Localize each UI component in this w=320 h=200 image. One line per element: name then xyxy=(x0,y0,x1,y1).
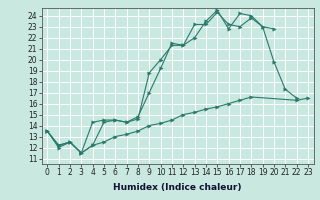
X-axis label: Humidex (Indice chaleur): Humidex (Indice chaleur) xyxy=(113,183,242,192)
